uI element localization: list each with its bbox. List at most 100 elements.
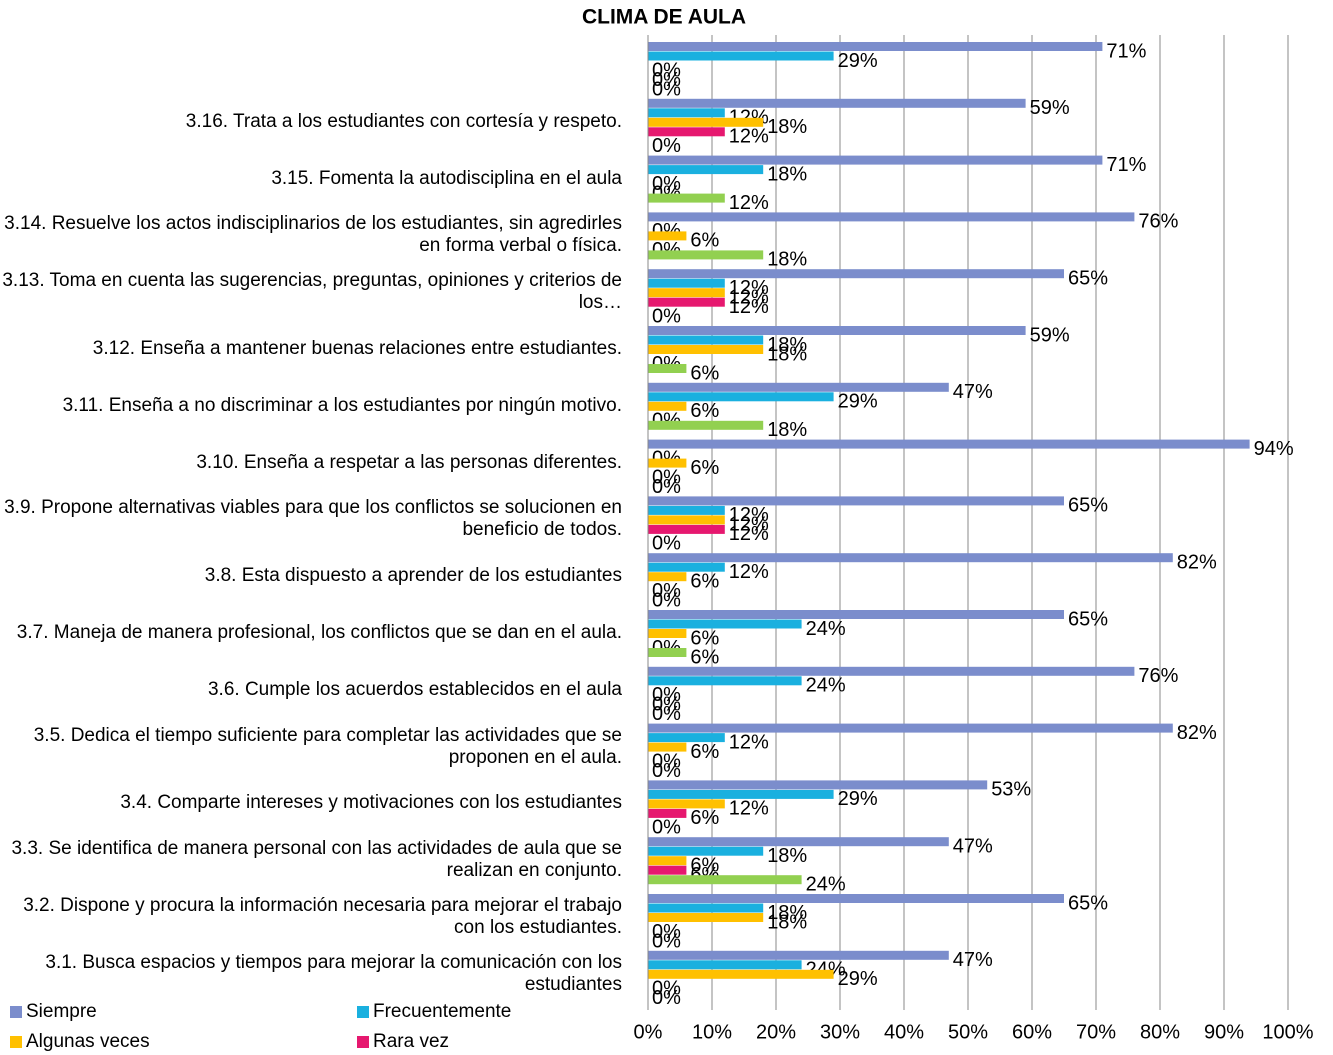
data-label: 47% bbox=[953, 835, 993, 857]
data-label: 29% bbox=[838, 968, 878, 990]
bar bbox=[648, 894, 1064, 903]
data-label: 0% bbox=[652, 978, 681, 1000]
bar bbox=[648, 666, 1135, 676]
data-label: 6% bbox=[690, 230, 719, 252]
legend-label: Rara vez bbox=[373, 1031, 449, 1052]
data-label: 65% bbox=[1068, 892, 1108, 914]
category-label: 3.4. Comparte intereses y motivaciones c… bbox=[120, 792, 622, 814]
bar bbox=[648, 382, 949, 392]
bar bbox=[648, 165, 764, 175]
data-label: 82% bbox=[1177, 722, 1217, 744]
data-label: 12% bbox=[729, 296, 769, 318]
data-label: 71% bbox=[1106, 154, 1146, 176]
bar bbox=[648, 969, 834, 979]
data-label: 6% bbox=[690, 457, 719, 479]
data-label: 18% bbox=[767, 419, 807, 441]
data-label: 0% bbox=[652, 59, 681, 81]
bar bbox=[648, 42, 1103, 51]
data-label: 0% bbox=[652, 135, 681, 157]
x-tick-label: 10% bbox=[692, 1021, 732, 1043]
bar bbox=[648, 496, 1064, 506]
x-tick-label: 60% bbox=[1012, 1021, 1052, 1043]
data-label: 0% bbox=[652, 684, 681, 706]
data-label: 0% bbox=[652, 750, 681, 772]
data-label: 47% bbox=[953, 381, 993, 403]
category-label: 3.15. Fomenta la autodisciplina en el au… bbox=[271, 167, 622, 189]
category-label: 3.13. Toma en cuenta las sugerencias, pr… bbox=[2, 270, 622, 314]
bar bbox=[648, 401, 687, 411]
bar bbox=[648, 345, 764, 354]
bar bbox=[648, 420, 764, 430]
bar bbox=[648, 458, 687, 468]
data-label: 0% bbox=[652, 305, 681, 327]
x-tick-label: 100% bbox=[1262, 1021, 1313, 1043]
bar bbox=[648, 117, 764, 127]
data-label: 0% bbox=[652, 589, 681, 611]
data-label: 76% bbox=[1138, 665, 1178, 687]
bar bbox=[648, 780, 988, 790]
data-label: 6% bbox=[690, 570, 719, 592]
bar bbox=[648, 326, 1026, 335]
data-label: 12% bbox=[729, 504, 769, 526]
bar bbox=[648, 288, 725, 298]
data-label: 29% bbox=[838, 50, 878, 72]
bar bbox=[648, 676, 802, 686]
legend-swatch bbox=[10, 1036, 22, 1048]
bar bbox=[648, 269, 1064, 279]
data-label: 0% bbox=[652, 921, 681, 943]
data-label: 0% bbox=[652, 987, 681, 1009]
data-label: 0% bbox=[652, 476, 681, 498]
x-tick-label: 70% bbox=[1076, 1021, 1116, 1043]
data-label: 53% bbox=[991, 779, 1031, 801]
bar bbox=[648, 610, 1064, 619]
bar bbox=[648, 629, 687, 638]
x-tick-label: 0% bbox=[634, 1021, 663, 1043]
bar bbox=[648, 155, 1103, 165]
category-label: 3.3. Se identifica de manera personal co… bbox=[11, 838, 622, 882]
category-label: 3.10. Enseña a respetar a las personas d… bbox=[196, 451, 622, 473]
bar bbox=[648, 553, 1173, 563]
data-label: 0% bbox=[652, 760, 681, 782]
data-label: 94% bbox=[1254, 438, 1294, 460]
data-label: 18% bbox=[767, 911, 807, 933]
data-label: 0% bbox=[652, 817, 681, 839]
data-label: 12% bbox=[729, 731, 769, 753]
bar bbox=[648, 250, 764, 260]
bar bbox=[648, 98, 1026, 108]
bar bbox=[648, 335, 764, 345]
data-label: 18% bbox=[767, 116, 807, 138]
data-label: 6% bbox=[690, 400, 719, 422]
data-label: 24% bbox=[806, 675, 846, 697]
bar bbox=[648, 648, 687, 657]
bar bbox=[648, 903, 764, 913]
legend-swatch bbox=[357, 1036, 369, 1048]
category-label: 3.7. Maneja de manera profesional, los c… bbox=[16, 622, 622, 643]
bar bbox=[648, 837, 949, 847]
bar bbox=[648, 505, 725, 515]
data-label: 0% bbox=[652, 580, 681, 602]
bar bbox=[648, 950, 949, 960]
data-label: 24% bbox=[806, 618, 846, 640]
category-label: 3.6. Cumple los acuerdos establecidos en… bbox=[207, 678, 622, 700]
data-label: 71% bbox=[1106, 40, 1146, 62]
category-label: 3.12. Enseña a mantener buenas relacione… bbox=[92, 338, 622, 359]
bar bbox=[648, 392, 834, 402]
data-label: 18% bbox=[767, 249, 807, 271]
category-label: 3.14. Resuelve los actos indisciplinario… bbox=[4, 213, 622, 257]
data-label: 0% bbox=[652, 78, 681, 100]
data-label: 12% bbox=[729, 286, 769, 308]
legend-label: Frecuentemente bbox=[373, 1001, 511, 1022]
chart-title: CLIMA DE AULA bbox=[582, 6, 746, 29]
x-tick-label: 90% bbox=[1204, 1021, 1244, 1043]
bar bbox=[648, 742, 687, 752]
x-tick-label: 20% bbox=[756, 1021, 796, 1043]
category-label: 3.9. Propone alternativas viables para q… bbox=[4, 497, 622, 541]
data-label: 76% bbox=[1138, 211, 1178, 233]
x-tick-label: 80% bbox=[1140, 1021, 1180, 1043]
data-label: 0% bbox=[652, 703, 681, 725]
bar bbox=[648, 913, 764, 922]
bar bbox=[648, 212, 1135, 222]
data-label: 18% bbox=[767, 343, 807, 365]
